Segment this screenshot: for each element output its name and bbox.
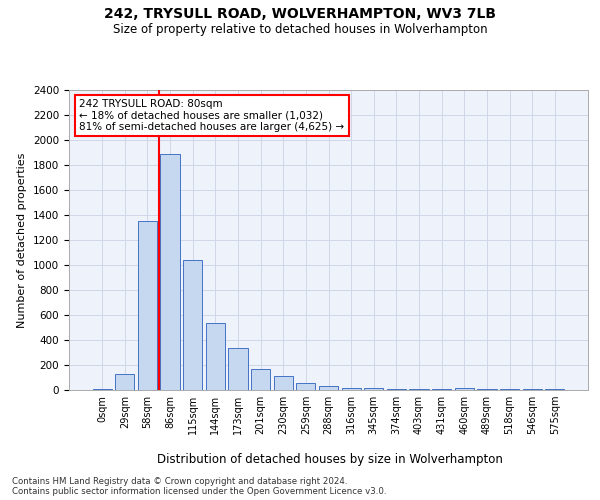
Bar bbox=[341, 388, 361, 390]
Bar bbox=[138, 221, 157, 390]
Text: Size of property relative to detached houses in Wolverhampton: Size of property relative to detached ho… bbox=[113, 22, 487, 36]
Bar bbox=[545, 389, 565, 390]
Bar bbox=[455, 388, 474, 390]
Text: Contains public sector information licensed under the Open Government Licence v3: Contains public sector information licen… bbox=[12, 488, 386, 496]
Text: Contains HM Land Registry data © Crown copyright and database right 2024.: Contains HM Land Registry data © Crown c… bbox=[12, 478, 347, 486]
Text: 242, TRYSULL ROAD, WOLVERHAMPTON, WV3 7LB: 242, TRYSULL ROAD, WOLVERHAMPTON, WV3 7L… bbox=[104, 8, 496, 22]
Y-axis label: Number of detached properties: Number of detached properties bbox=[17, 152, 28, 328]
Bar bbox=[296, 383, 316, 390]
Bar bbox=[183, 260, 202, 390]
Bar bbox=[206, 322, 225, 390]
Bar bbox=[115, 374, 134, 390]
Bar bbox=[364, 388, 383, 390]
Text: Distribution of detached houses by size in Wolverhampton: Distribution of detached houses by size … bbox=[157, 452, 503, 466]
Text: 242 TRYSULL ROAD: 80sqm
← 18% of detached houses are smaller (1,032)
81% of semi: 242 TRYSULL ROAD: 80sqm ← 18% of detache… bbox=[79, 99, 344, 132]
Bar bbox=[251, 369, 270, 390]
Bar bbox=[274, 376, 293, 390]
Bar bbox=[92, 389, 112, 390]
Bar bbox=[160, 154, 180, 390]
Bar bbox=[319, 386, 338, 390]
Bar bbox=[229, 348, 248, 390]
